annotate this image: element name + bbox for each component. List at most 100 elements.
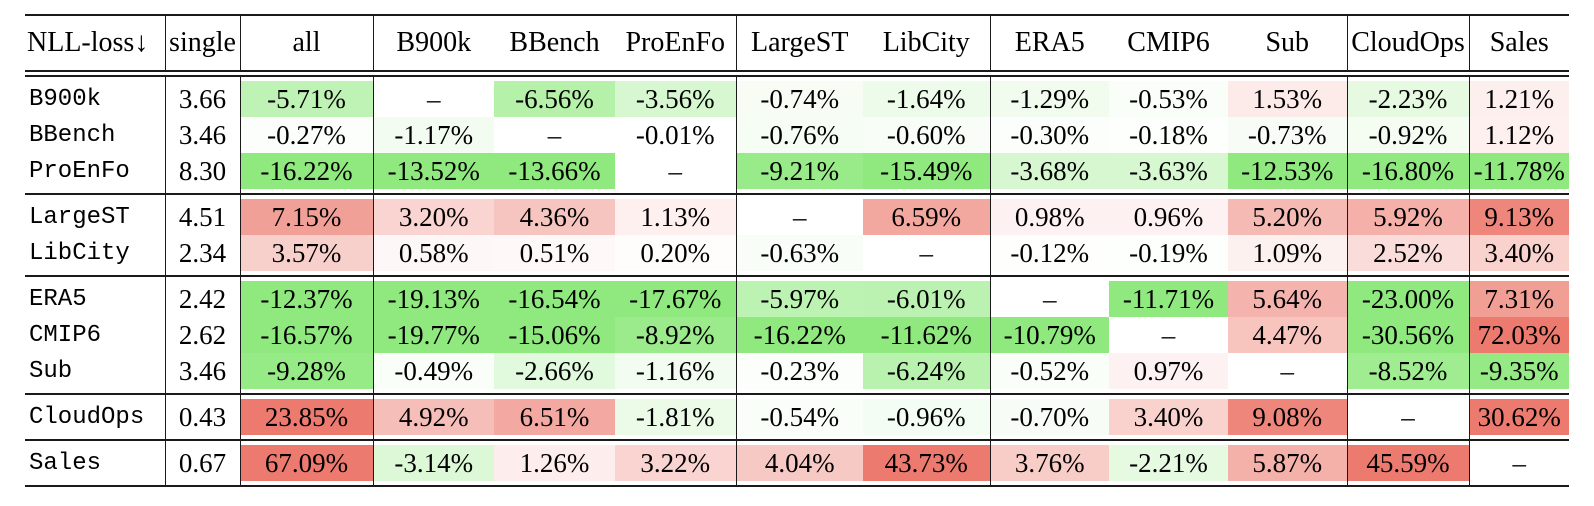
cell-shading: -0.49% (373, 353, 494, 389)
cell-shading: -0.73% (1228, 117, 1347, 153)
value-cell: -19.13% (373, 276, 494, 317)
single-value-cell: 3.66 (165, 73, 241, 117)
value-cell: -0.18% (1109, 117, 1228, 153)
row-label: Sub (25, 353, 166, 394)
cell-shading: -5.97% (736, 281, 863, 317)
value-cell: 0.96% (1109, 194, 1228, 235)
value-cell: 67.09% (240, 440, 374, 486)
cell-shading: 1.21% (1469, 81, 1569, 117)
value-cell: -0.01% (615, 117, 737, 153)
value-cell: -9.28% (240, 353, 374, 394)
cell-shading: 1.12% (1469, 117, 1569, 153)
row-label: ERA5 (25, 276, 166, 317)
value-cell: -0.30% (990, 117, 1109, 153)
cell-shading: -2.66% (494, 353, 615, 389)
single-value-cell: 0.67 (165, 440, 241, 486)
cell-shading: 3.76% (990, 445, 1109, 481)
value-cell: 3.20% (373, 194, 494, 235)
value-cell: 0.20% (615, 235, 737, 276)
cell-shading: -11.78% (1469, 153, 1569, 189)
table-row-sales: Sales 0.67 67.09% -3.14% 1.26% 3.22% 4.04% 43.7… (25, 440, 1569, 486)
cell-shading: -3.14% (373, 445, 494, 481)
cell-shading: 9.08% (1228, 399, 1347, 435)
table-row-largest: LargeST 4.51 7.15% 3.20% 4.36% 1.13% –6.59% 0.9… (25, 194, 1569, 235)
row-label: Sales (25, 440, 166, 486)
cell-shading: 1.53% (1228, 81, 1347, 117)
cell-shading: -0.63% (736, 235, 863, 271)
value-cell: -0.12% (990, 235, 1109, 276)
value-cell: – (494, 117, 615, 153)
value-cell: 5.92% (1347, 194, 1470, 235)
value-cell: -16.22% (240, 153, 374, 194)
row-label: LargeST (25, 194, 166, 235)
value-cell: -17.67% (615, 276, 737, 317)
value-cell: -10.79% (990, 317, 1109, 353)
value-cell: 1.53% (1228, 73, 1348, 117)
value-cell: 7.31% (1469, 276, 1569, 317)
value-cell: -13.66% (494, 153, 615, 194)
cell-shading: -0.96% (863, 399, 990, 435)
cell-shading: -16.22% (736, 317, 863, 353)
cell-shading: -1.29% (990, 81, 1109, 117)
single-value-cell: 2.34 (165, 235, 241, 276)
table-row-proenfo: ProEnFo 8.30 -16.22% -13.52% -13.66% – -9.21% -… (25, 153, 1569, 194)
cell-shading: – (1161, 319, 1176, 350)
cell-shading: -0.01% (615, 117, 736, 153)
value-cell: -0.53% (1109, 74, 1228, 117)
cell-shading: 4.92% (373, 399, 494, 435)
single-value-cell: 2.62 (165, 317, 241, 353)
value-cell: -15.49% (863, 153, 991, 194)
value-cell: -0.60% (863, 117, 991, 153)
value-cell: 9.08% (1228, 394, 1348, 440)
value-cell: -5.71% (240, 73, 374, 117)
value-cell: -5.97% (736, 276, 863, 317)
header-row: NLL-loss↓ single all B900k BBench ProEnFo La… (25, 15, 1569, 77)
cell-shading: -9.21% (736, 153, 863, 189)
cell-shading: -3.56% (615, 81, 736, 117)
cell-shading: -0.12% (990, 235, 1109, 271)
column-header-bbench: BBench (494, 15, 615, 77)
column-header-b900k: B900k (373, 15, 494, 77)
table-row-cmip6: CMIP6 2.62 -16.57% -19.77% -15.06% -8.92% -16.… (25, 317, 1569, 353)
cell-shading: -0.92% (1347, 117, 1469, 153)
cell-shading: 3.40% (1469, 235, 1569, 271)
nll-loss-table: NLL-loss↓ single all B900k BBench ProEnFo La… (25, 14, 1569, 487)
value-cell: -2.21% (1109, 440, 1228, 486)
cell-shading: 0.51% (494, 235, 615, 271)
column-header-cmip6: CMIP6 (1109, 15, 1228, 77)
cell-shading: -16.22% (240, 153, 373, 189)
value-cell: – (990, 276, 1109, 317)
cell-shading: -0.54% (736, 399, 863, 435)
cell-shading: 5.20% (1228, 199, 1347, 235)
value-cell: 3.22% (615, 440, 737, 486)
cell-shading: – (1401, 401, 1415, 432)
cell-shading: -15.49% (863, 153, 990, 189)
cell-shading: -0.76% (736, 117, 863, 153)
cell-shading: 0.20% (615, 235, 736, 271)
value-cell: – (1469, 440, 1569, 486)
value-cell: -1.16% (615, 353, 737, 394)
value-cell: 5.87% (1228, 440, 1348, 486)
value-cell: -1.81% (615, 394, 737, 440)
value-cell: – (1109, 317, 1228, 353)
value-cell: 45.59% (1347, 440, 1470, 486)
cell-shading: 7.31% (1469, 281, 1569, 317)
value-cell: 3.76% (990, 440, 1109, 486)
value-cell: -23.00% (1347, 276, 1470, 317)
cell-shading: – (1280, 355, 1295, 386)
single-value-cell: 0.43 (165, 394, 241, 440)
single-value-cell: 3.46 (165, 353, 241, 394)
cell-shading: -1.64% (863, 81, 990, 117)
value-cell: -16.80% (1347, 153, 1470, 194)
value-cell: -0.74% (736, 74, 863, 117)
cell-shading: 4.36% (494, 199, 615, 235)
single-value-cell: 4.51 (165, 194, 241, 235)
cell-shading: -8.52% (1347, 353, 1469, 389)
value-cell: 4.36% (494, 194, 615, 235)
cell-shading: -0.74% (736, 81, 863, 117)
value-cell: -1.29% (990, 74, 1109, 117)
value-cell: 23.85% (240, 394, 374, 440)
value-cell: -0.73% (1228, 117, 1348, 153)
cell-shading: -6.01% (863, 281, 990, 317)
